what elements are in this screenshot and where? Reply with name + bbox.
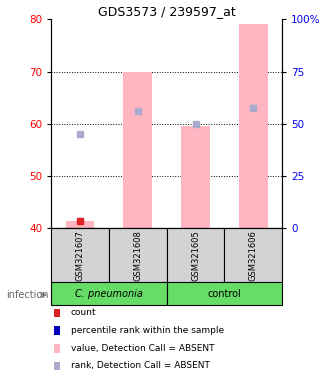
Bar [123, 71, 152, 228]
Text: count: count [71, 308, 97, 318]
Bar [239, 25, 268, 228]
Bar [54, 344, 60, 353]
Bar [109, 228, 167, 282]
Text: infection: infection [7, 290, 49, 300]
Text: C. pneumonia: C. pneumonia [75, 289, 143, 299]
Bar [54, 362, 60, 370]
Text: GSM321608: GSM321608 [133, 230, 142, 281]
Bar [167, 282, 282, 305]
Bar [167, 228, 224, 282]
Bar [66, 221, 94, 228]
Bar [51, 228, 109, 282]
Title: GDS3573 / 239597_at: GDS3573 / 239597_at [98, 5, 236, 18]
Text: GSM321606: GSM321606 [249, 230, 258, 281]
Text: rank, Detection Call = ABSENT: rank, Detection Call = ABSENT [71, 361, 210, 371]
Bar [51, 282, 167, 305]
Text: value, Detection Call = ABSENT: value, Detection Call = ABSENT [71, 344, 214, 353]
Bar [54, 309, 60, 317]
Text: control: control [208, 289, 241, 299]
Text: GSM321605: GSM321605 [191, 230, 200, 281]
Bar [224, 228, 282, 282]
Bar [54, 326, 60, 335]
Bar [181, 126, 210, 228]
Text: percentile rank within the sample: percentile rank within the sample [71, 326, 224, 335]
Text: GSM321607: GSM321607 [76, 230, 84, 281]
